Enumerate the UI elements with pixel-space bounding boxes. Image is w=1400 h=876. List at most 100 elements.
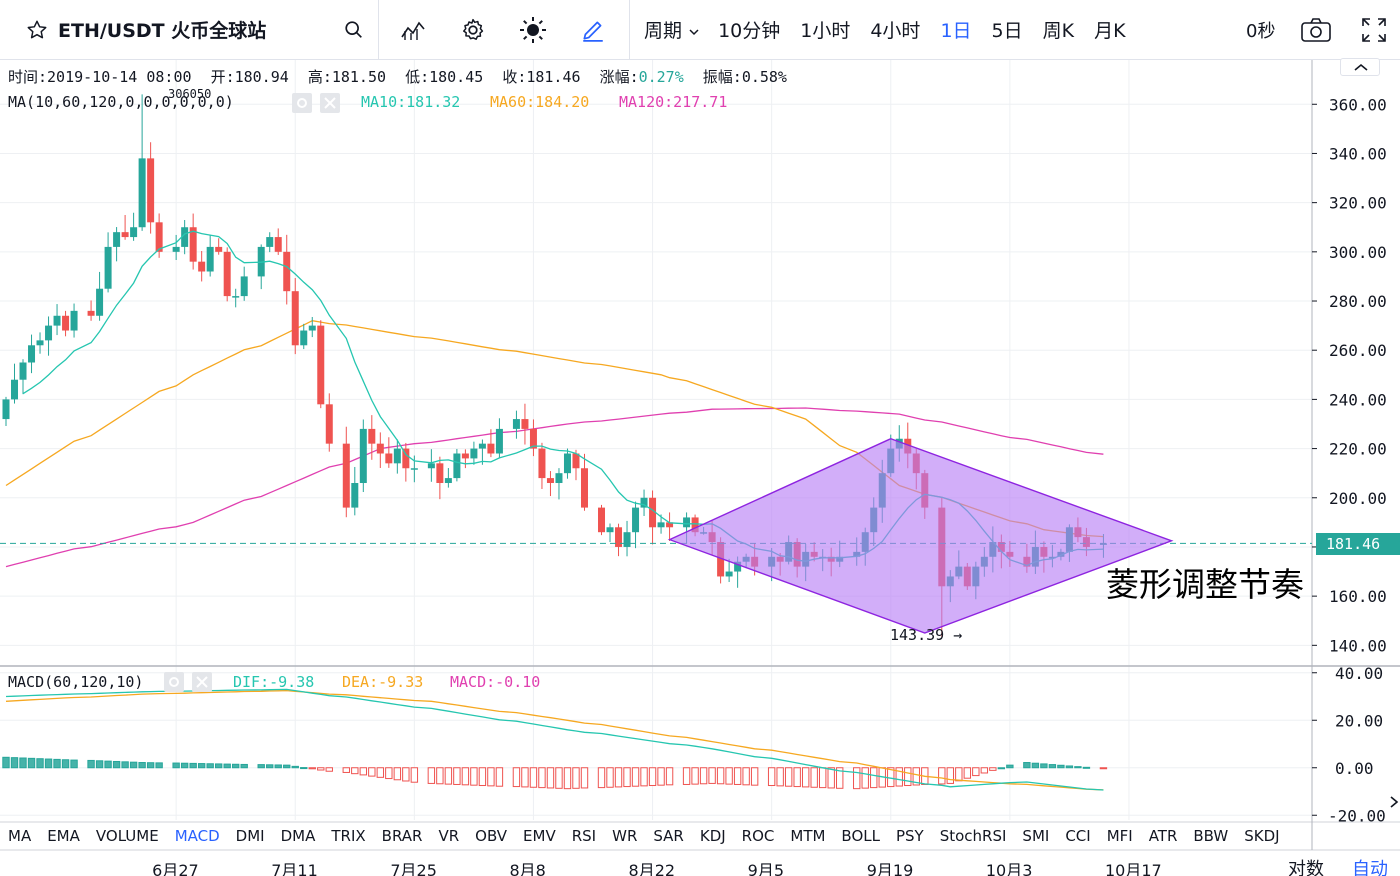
- candle-body: [317, 325, 325, 405]
- macd-settings-button[interactable]: [164, 672, 184, 692]
- tab-kdj[interactable]: KDJ: [699, 827, 726, 845]
- tab-wr[interactable]: WR: [612, 827, 638, 845]
- period-10m[interactable]: 10分钟: [718, 20, 781, 42]
- close-value: 181.46: [526, 68, 581, 86]
- tab-smi[interactable]: SMI: [1022, 827, 1050, 845]
- settings-button[interactable]: [451, 8, 495, 52]
- toolbar-divider: [629, 0, 630, 60]
- period-1d[interactable]: 1日: [940, 20, 972, 42]
- auto-scale-toggle[interactable]: 自动: [1352, 859, 1388, 876]
- tab-cci[interactable]: CCI: [1065, 827, 1091, 845]
- symbol-area[interactable]: ETH/USDT 火币全球站: [0, 0, 332, 60]
- tab-volume[interactable]: VOLUME: [95, 827, 159, 845]
- macd-histogram-bar: [376, 767, 385, 778]
- tab-stochrsi[interactable]: StochRSI: [939, 827, 1007, 845]
- tab-roc[interactable]: ROC: [741, 827, 775, 845]
- star-icon[interactable]: [26, 19, 48, 41]
- candle-body: [300, 330, 308, 346]
- macd-histogram-bar: [512, 767, 521, 788]
- macd-histogram-bar: [325, 767, 333, 772]
- tab-brar[interactable]: BRAR: [381, 827, 423, 845]
- theme-button[interactable]: [511, 8, 555, 52]
- gear-icon: [169, 677, 179, 687]
- macd-histogram-bar: [112, 760, 121, 769]
- period-5d[interactable]: 5日: [991, 20, 1023, 42]
- macd-histogram-bar: [861, 767, 869, 789]
- candle-body: [87, 310, 95, 316]
- macd-histogram-bar: [266, 764, 274, 769]
- macd-histogram-bar: [359, 767, 368, 776]
- tab-dma[interactable]: DMA: [280, 827, 316, 845]
- candle-body: [147, 158, 155, 223]
- macd-histogram-bar: [546, 767, 555, 789]
- macd-histogram-bar: [767, 767, 776, 787]
- macd-histogram-bar: [827, 767, 835, 789]
- scroll-right-button[interactable]: [1388, 790, 1400, 814]
- tab-ema[interactable]: EMA: [47, 827, 80, 845]
- period-4h[interactable]: 4小时: [870, 20, 921, 42]
- tab-boll[interactable]: BOLL: [841, 827, 880, 845]
- tab-ma[interactable]: MA: [8, 827, 32, 845]
- tab-atr[interactable]: ATR: [1148, 827, 1178, 845]
- tab-psy[interactable]: PSY: [895, 827, 924, 845]
- chevron-down-icon: [689, 29, 699, 36]
- macd-histogram-bar: [70, 759, 78, 769]
- candle-body: [725, 571, 733, 577]
- fullscreen-button[interactable]: [1352, 8, 1396, 52]
- macd-histogram-bar: [614, 767, 623, 788]
- candle-body: [521, 419, 529, 429]
- candle-body: [385, 453, 393, 464]
- log-scale-toggle[interactable]: 对数: [1288, 859, 1324, 876]
- candle-body: [266, 237, 274, 247]
- search-button[interactable]: [332, 8, 376, 52]
- tab-vr[interactable]: VR: [438, 827, 460, 845]
- macd-close-button[interactable]: [192, 672, 212, 692]
- macd-histogram-bar: [206, 763, 214, 769]
- symbol-name[interactable]: ETH/USDT 火币全球站: [58, 20, 267, 42]
- dea-value: DEA:-9.33: [342, 673, 424, 691]
- tab-skdj[interactable]: SKDJ: [1244, 827, 1280, 845]
- macd-histogram-bar: [453, 767, 461, 785]
- macd-histogram-bar: [104, 760, 112, 769]
- tab-emv[interactable]: EMV: [523, 827, 556, 845]
- candle-body: [45, 325, 53, 341]
- macd-histogram-bar: [223, 763, 231, 769]
- period-month[interactable]: 月K: [1094, 20, 1126, 42]
- macd-histogram-bar: [146, 762, 155, 769]
- date-label: 8月22: [628, 861, 676, 876]
- period-1h[interactable]: 1小时: [800, 20, 851, 42]
- period-week[interactable]: 周K: [1042, 20, 1075, 42]
- candle-body: [96, 288, 104, 316]
- tab-sar[interactable]: SAR: [653, 827, 684, 845]
- scroll-up-button[interactable]: [1340, 58, 1380, 76]
- tab-bbw[interactable]: BBW: [1193, 827, 1229, 845]
- tab-trix[interactable]: TRIX: [331, 827, 366, 845]
- macd-histogram-bar: [733, 767, 742, 785]
- candle-body: [649, 497, 657, 528]
- tab-obv[interactable]: OBV: [475, 827, 508, 845]
- countdown-timer: 0秒: [1246, 21, 1276, 42]
- macd-histogram-bar: [155, 762, 163, 769]
- candle-body: [512, 419, 520, 429]
- close-icon: [324, 97, 336, 109]
- indicators-button[interactable]: [391, 8, 435, 52]
- chart-grid: [0, 60, 1400, 851]
- tab-dmi[interactable]: DMI: [235, 827, 265, 845]
- candle-body: [359, 428, 367, 484]
- macd-histogram-bar: [555, 767, 563, 789]
- macd-histogram-bar: [138, 762, 146, 769]
- candle-body: [325, 404, 333, 444]
- rhombus-shape: [667, 437, 1174, 634]
- period-menu[interactable]: 周期: [644, 16, 700, 43]
- ma-close-button[interactable]: [320, 93, 340, 113]
- drawing-button[interactable]: [571, 8, 615, 52]
- screenshot-button[interactable]: [1294, 8, 1338, 52]
- tab-rsi[interactable]: RSI: [571, 827, 597, 845]
- tab-macd[interactable]: MACD: [174, 827, 220, 845]
- macd-histogram-bar: [95, 760, 104, 769]
- tab-mfi[interactable]: MFI: [1106, 827, 1133, 845]
- macd-histogram-bar: [818, 767, 827, 789]
- ma-settings-button[interactable]: [292, 93, 312, 113]
- tab-mtm[interactable]: MTM: [790, 827, 826, 845]
